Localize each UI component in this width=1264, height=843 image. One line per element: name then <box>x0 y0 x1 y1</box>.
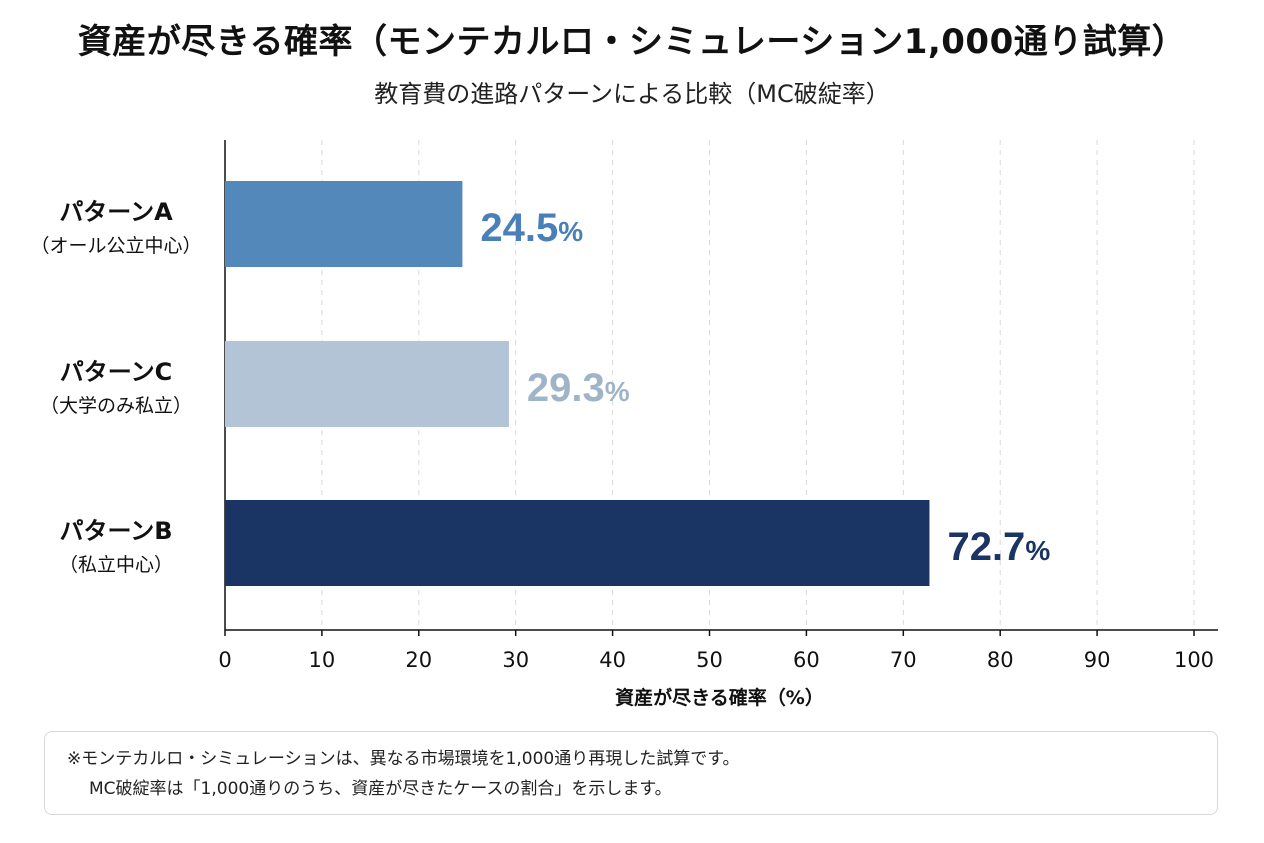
x-tick-label: 80 <box>987 648 1014 672</box>
category-label-2: パターンC <box>60 358 172 386</box>
footnote-box: ※モンテカルロ・シミュレーションは、異なる市場環境を1,000通り再現した試算で… <box>44 731 1218 815</box>
x-tick-label: 40 <box>599 648 626 672</box>
bar-2 <box>225 341 509 427</box>
bar-value-label-1: 24.5% <box>480 206 583 250</box>
x-tick-label: 60 <box>793 648 820 672</box>
bar-value-label-3: 72.7% <box>947 525 1050 569</box>
x-tick-label: 10 <box>309 648 336 672</box>
x-tick-label: 30 <box>502 648 529 672</box>
x-tick-label: 100 <box>1174 648 1214 672</box>
x-tick-label: 50 <box>696 648 723 672</box>
x-tick-label: 20 <box>405 648 432 672</box>
chart-subtitle: 教育費の進路パターンによる比較（MC破綻率） <box>374 80 890 108</box>
category-sublabel-3: （私立中心） <box>59 554 173 576</box>
x-tick-label: 70 <box>890 648 917 672</box>
x-tick-label: 0 <box>218 648 231 672</box>
x-axis-label: 資産が尽きる確率（%） <box>615 686 824 709</box>
bar-3 <box>225 500 930 586</box>
category-sublabel-1: （オール公立中心） <box>30 235 201 257</box>
category-label-1: パターンA <box>59 198 173 226</box>
x-tick-label: 90 <box>1084 648 1111 672</box>
bar-value-label-2: 29.3% <box>527 366 630 410</box>
bar-1 <box>225 181 463 267</box>
category-label-3: パターンB <box>59 517 172 545</box>
chart-title: 資産が尽きる確率（モンテカルロ・シミュレーション1,000通り試算） <box>77 22 1187 62</box>
footnote-line-2: MC破綻率は「1,000通りのうち、資産が尽きたケースの割合」を示します。 <box>89 779 672 799</box>
footnote-line-1: ※モンテカルロ・シミュレーションは、異なる市場環境を1,000通り再現した試算で… <box>67 749 740 769</box>
category-sublabel-2: （大学のみ私立） <box>40 395 192 417</box>
